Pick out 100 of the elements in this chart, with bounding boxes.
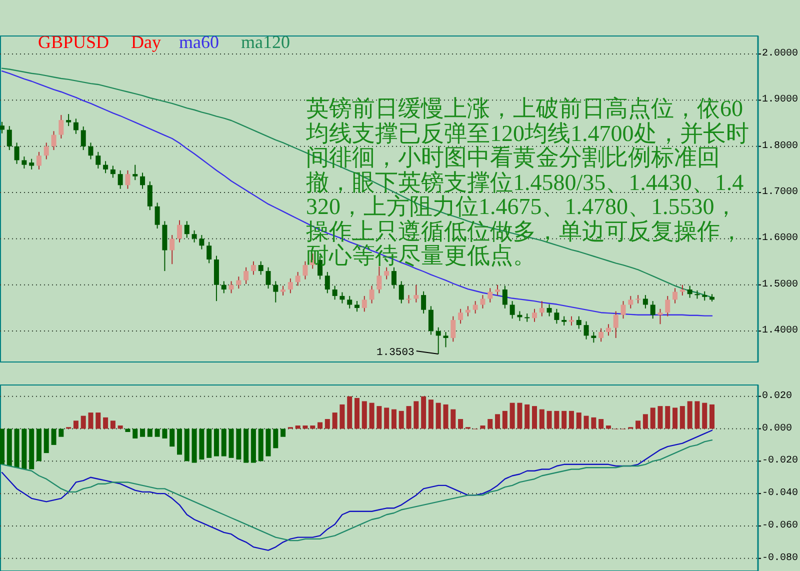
bar — [532, 406, 537, 429]
bar — [332, 412, 338, 429]
bar — [80, 416, 86, 429]
bar — [22, 428, 27, 470]
bar — [199, 428, 204, 460]
bar — [88, 412, 94, 429]
bar — [110, 420, 116, 429]
bar — [414, 401, 419, 429]
bar — [710, 404, 714, 429]
bar — [103, 417, 108, 429]
bar — [562, 410, 567, 429]
bar — [406, 406, 412, 429]
bar — [96, 412, 101, 429]
bar — [450, 409, 456, 429]
bar — [488, 419, 493, 429]
bar — [591, 417, 596, 429]
bar — [147, 428, 152, 437]
bar — [391, 409, 396, 429]
y-tick-label: 0.000 — [762, 423, 792, 434]
bar — [642, 414, 648, 429]
bar — [258, 428, 264, 462]
bar — [214, 428, 219, 456]
bar — [206, 428, 212, 458]
bar — [428, 400, 434, 429]
y-tick-label: 1.5000 — [762, 279, 798, 290]
bar — [324, 419, 330, 429]
bar — [228, 428, 234, 458]
text: ma120 — [241, 32, 290, 52]
bar — [376, 406, 382, 429]
bar — [125, 428, 130, 432]
bar — [584, 416, 589, 429]
bar — [672, 408, 678, 429]
bar — [687, 401, 692, 429]
bar — [524, 404, 530, 429]
bar — [421, 396, 426, 429]
bar — [132, 428, 138, 438]
bar — [162, 428, 168, 438]
y-tick-label: 1.8000 — [762, 140, 798, 152]
bar — [384, 408, 390, 429]
bar — [458, 419, 464, 429]
text: ma60 — [179, 32, 220, 52]
bar — [170, 428, 175, 447]
bar — [598, 419, 604, 429]
y-tick-label: 1.7000 — [762, 187, 798, 198]
y-tick-label: 2.0000 — [762, 48, 798, 60]
bar — [658, 406, 663, 429]
bar — [539, 409, 544, 429]
bar — [443, 404, 448, 429]
bar — [606, 426, 611, 429]
y-tick-label: -0.080 — [762, 552, 798, 564]
bar — [280, 428, 286, 437]
bar — [73, 420, 78, 429]
bar — [192, 428, 197, 463]
bar — [184, 428, 190, 462]
bar — [140, 428, 146, 437]
bar — [295, 426, 300, 429]
bar — [340, 404, 345, 429]
bar — [250, 428, 256, 463]
bar — [310, 426, 316, 429]
bar — [29, 428, 34, 470]
bar — [398, 410, 404, 429]
bar — [369, 402, 374, 429]
bar — [154, 428, 160, 437]
bar — [665, 406, 670, 429]
bar — [58, 428, 64, 437]
bar — [362, 401, 367, 429]
bar — [568, 410, 574, 429]
y-tick-label: -0.020 — [762, 456, 798, 467]
bar — [495, 414, 500, 429]
chart-title: GBPUSD — [38, 32, 110, 52]
bar — [510, 402, 515, 429]
bar — [636, 420, 641, 429]
bar — [680, 406, 685, 429]
bar — [702, 402, 708, 429]
bar — [650, 408, 656, 429]
y-tick-label: 0.020 — [762, 390, 792, 402]
bar — [694, 401, 700, 429]
bar — [236, 428, 242, 460]
bar — [517, 402, 522, 429]
bar — [6, 428, 12, 466]
bar — [14, 428, 20, 468]
bar — [221, 428, 226, 456]
y-tick-label: 1.6000 — [762, 233, 798, 244]
y-tick-label: 1.9000 — [762, 94, 798, 106]
bar — [318, 422, 323, 429]
bar — [436, 402, 441, 429]
bar — [576, 412, 582, 429]
bar — [546, 410, 552, 429]
bar — [354, 398, 360, 429]
bar — [347, 396, 352, 429]
bar — [36, 428, 42, 462]
bar — [554, 410, 560, 429]
bar — [177, 428, 182, 455]
bar — [480, 426, 486, 429]
bar — [0, 428, 4, 464]
bar — [266, 428, 271, 456]
y-tick-label: -0.060 — [762, 520, 798, 532]
bar — [302, 426, 308, 429]
chart-subtitle: Day — [131, 32, 162, 52]
line-series — [1, 430, 713, 551]
